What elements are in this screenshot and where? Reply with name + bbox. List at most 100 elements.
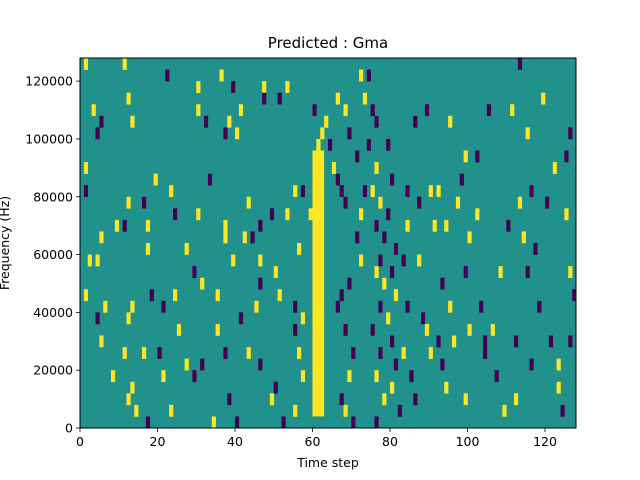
heatmap-cell: [262, 92, 267, 105]
heatmap-cell: [95, 254, 100, 267]
x-axis-label: Time step: [296, 455, 359, 470]
heatmap-cell: [413, 115, 418, 128]
heatmap-cell: [145, 219, 151, 232]
heatmap-cell: [277, 289, 282, 302]
heatmap-cell: [417, 196, 422, 209]
heatmap-cell: [568, 127, 573, 140]
heatmap-cell: [351, 347, 356, 359]
heatmap-cell: [142, 347, 147, 359]
heatmap-cell: [564, 150, 569, 163]
heatmap-cell: [560, 404, 565, 417]
heatmap-background: [80, 58, 576, 428]
heatmap-cell: [331, 162, 337, 174]
heatmap-cell: [184, 243, 189, 255]
heatmap-cell: [568, 266, 573, 278]
heatmap-cell: [223, 127, 228, 140]
heatmap-cell: [498, 266, 503, 278]
heatmap-cell: [142, 196, 147, 209]
heatmap-cell: [374, 416, 379, 429]
heatmap-cell: [192, 370, 197, 383]
x-tick-label: 60: [305, 434, 321, 449]
heatmap-cell: [130, 300, 135, 313]
heatmap-cell: [390, 335, 395, 348]
heatmap-cell: [130, 115, 135, 128]
heatmap-cell: [335, 92, 340, 105]
heatmap-cell: [366, 138, 371, 151]
heatmap-cell: [459, 173, 464, 186]
heatmap-cell: [169, 404, 174, 417]
heatmap-cell: [556, 358, 561, 371]
heatmap-cell: [87, 254, 92, 267]
heatmap-cell: [556, 381, 561, 394]
heatmap-cell: [448, 115, 453, 128]
heatmap-cell: [223, 347, 228, 359]
heatmap-cell: [374, 115, 379, 128]
heatmap-cell: [444, 381, 449, 394]
heatmap-cell: [386, 138, 391, 151]
heatmap-cell: [382, 393, 387, 406]
heatmap-cell: [378, 196, 383, 209]
heatmap-cell: [300, 312, 306, 325]
heatmap-cell: [324, 115, 329, 128]
heatmap-cell: [149, 289, 154, 302]
heatmap-cell: [196, 208, 201, 221]
y-tick-label: 80000: [33, 189, 73, 204]
heatmap-cell: [440, 277, 445, 290]
heatmap-cell: [343, 104, 348, 117]
heatmap-cell: [273, 266, 278, 278]
heatmap-cell: [405, 219, 410, 232]
heatmap-cell: [223, 231, 228, 244]
heatmap-cell: [378, 347, 383, 359]
heatmap-cell: [335, 173, 340, 186]
heatmap-cell: [467, 323, 472, 336]
heatmap-cell: [370, 104, 375, 117]
heatmap-cell: [211, 416, 216, 429]
heatmap-cell: [506, 219, 511, 232]
heatmap-cell: [359, 69, 364, 82]
heatmap-cell: [494, 370, 499, 383]
heatmap-cell: [273, 381, 278, 394]
heatmap-cell: [130, 381, 135, 394]
heatmap-cell: [227, 115, 232, 128]
heatmap-cell: [393, 358, 399, 371]
heatmap-cell: [514, 335, 519, 348]
heatmap-cell: [517, 196, 523, 209]
heatmap-cell: [564, 208, 569, 221]
heatmap-cell: [235, 127, 240, 140]
heatmap-cell: [339, 393, 344, 406]
heatmap-cell: [200, 277, 205, 290]
heatmap-cell: [475, 208, 480, 221]
heatmap-cell: [378, 254, 383, 267]
heatmap-cell: [277, 92, 282, 105]
heatmap-cell: [417, 254, 422, 267]
plot-frame: [79, 57, 577, 429]
heatmap-cell: [238, 312, 244, 325]
heatmap-cell: [397, 404, 402, 417]
heatmap-cell: [545, 196, 550, 209]
heatmap-cell: [382, 277, 387, 290]
heatmap-cell: [316, 138, 321, 151]
heatmap-cell: [320, 127, 325, 140]
x-tick-label: 100: [456, 434, 480, 449]
heatmap-cell: [83, 185, 89, 198]
heatmap-cell: [204, 115, 209, 128]
heatmap-cell: [126, 312, 131, 325]
heatmap-cell: [343, 404, 348, 417]
heatmap-cell: [347, 370, 352, 383]
heatmap-cell: [390, 266, 395, 278]
heatmap-cell: [428, 185, 433, 198]
x-tick-label: 0: [76, 434, 84, 449]
heatmap-cell: [510, 104, 515, 117]
heatmap-cell: [359, 208, 364, 221]
heatmap-cell: [238, 104, 244, 117]
heatmap-cell: [293, 300, 298, 313]
heatmap-cell: [343, 196, 348, 209]
heatmap-cell: [347, 127, 352, 140]
heatmap-cell: [153, 173, 158, 186]
heatmap-cell: [390, 381, 395, 394]
heatmap-cell: [111, 370, 116, 383]
heatmap-cell: [537, 300, 542, 313]
heatmap-cell: [359, 254, 364, 267]
heatmap-cell: [200, 358, 205, 371]
heatmap-cell: [215, 289, 220, 302]
